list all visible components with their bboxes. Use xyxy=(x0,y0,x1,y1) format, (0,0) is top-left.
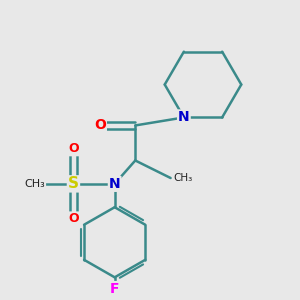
Text: N: N xyxy=(109,177,121,191)
Text: O: O xyxy=(68,212,79,225)
Text: CH₃: CH₃ xyxy=(25,179,46,189)
Text: O: O xyxy=(94,118,106,132)
Text: N: N xyxy=(178,110,190,124)
Text: S: S xyxy=(68,176,79,191)
Text: CH₃: CH₃ xyxy=(174,173,193,183)
Text: F: F xyxy=(110,282,119,296)
Text: O: O xyxy=(68,142,79,155)
